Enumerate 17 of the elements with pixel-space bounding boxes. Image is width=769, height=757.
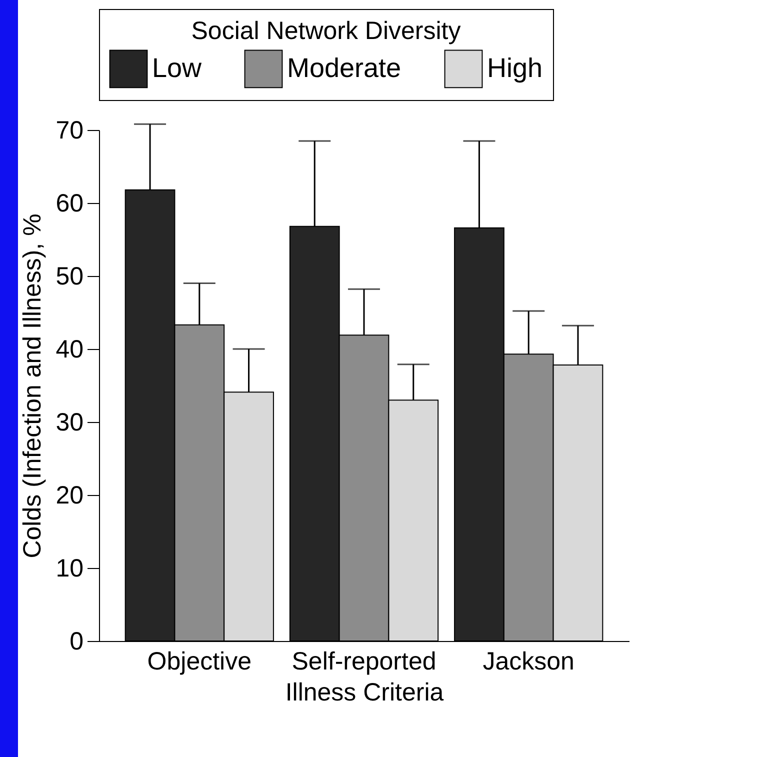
y-axis-title: Colds (Infection and Illness), % (18, 214, 47, 558)
y-tick-label: 40 (56, 336, 84, 364)
x-tick-label: Self-reported (292, 648, 436, 676)
y-tick-label: 0 (70, 628, 84, 656)
y-tick-label: 10 (56, 554, 84, 582)
y-tick-label: 70 (56, 116, 84, 144)
y-tick-label: 50 (56, 262, 84, 290)
x-tick-label: Jackson (482, 648, 574, 676)
y-tick-label: 60 (56, 190, 84, 218)
legend-label: High (487, 52, 543, 83)
x-tick-label: Objective (147, 648, 252, 676)
x-axis-title: Illness Criteria (285, 678, 444, 706)
legend-label: Moderate (287, 52, 402, 83)
y-tick-label: 30 (56, 408, 84, 436)
legend-label: Low (152, 52, 202, 83)
y-tick-label: 20 (56, 482, 84, 510)
legend-title: Social Network Diversity (191, 17, 462, 45)
